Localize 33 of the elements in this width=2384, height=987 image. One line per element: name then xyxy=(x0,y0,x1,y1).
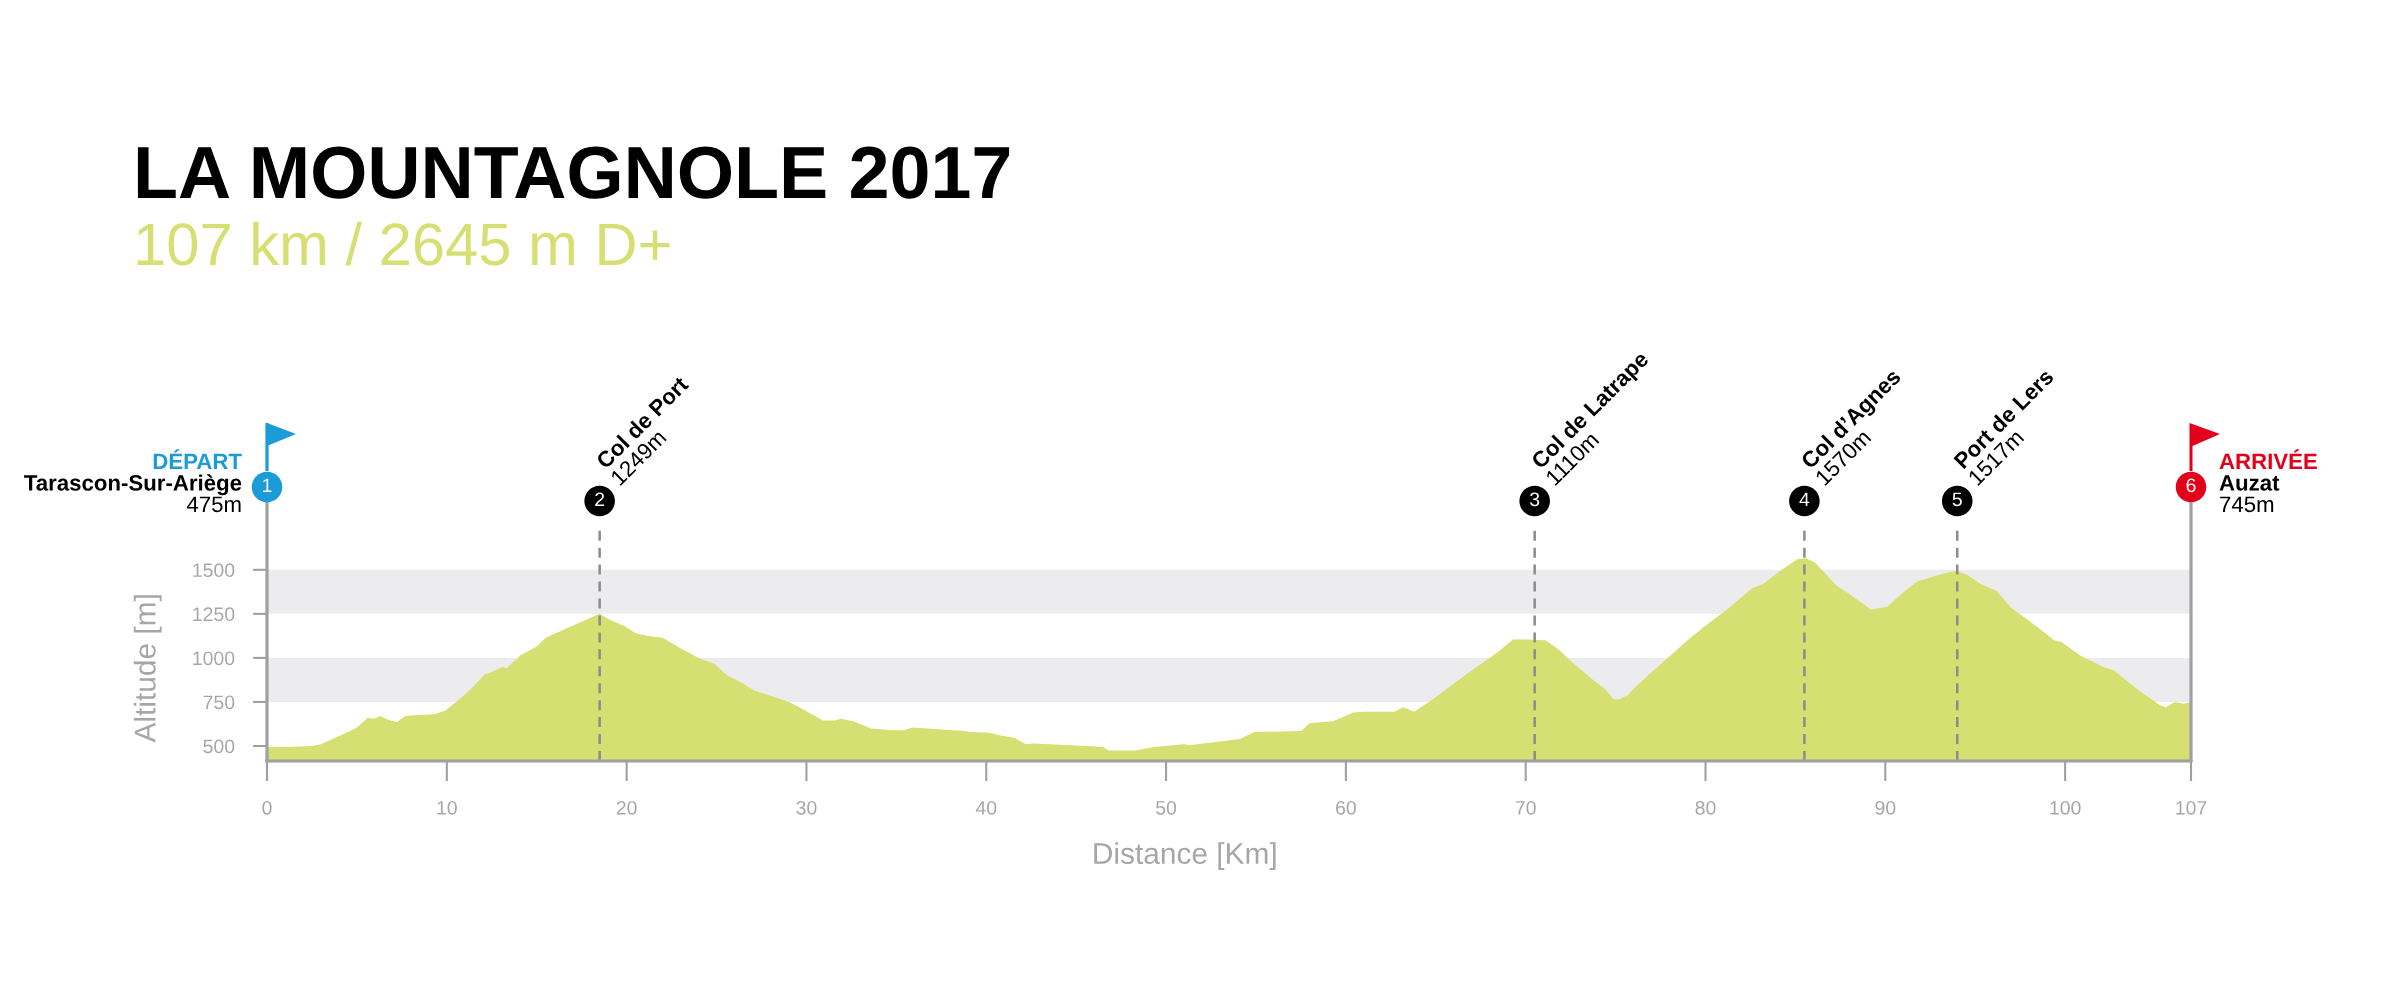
text: 475m xyxy=(186,496,241,513)
y-axis-title: Altitude [m] xyxy=(133,595,162,743)
x-tick-label: 40 xyxy=(975,800,997,815)
x-tick-label: 10 xyxy=(437,800,457,815)
ref-line-label: Tarascon-Sur-Ariège xyxy=(24,474,242,496)
x-tick-label: 50 xyxy=(1156,800,1177,815)
x-tick-label: 60 xyxy=(1336,800,1356,815)
annotation: 2 xyxy=(595,492,605,507)
x-tick-label: 90 xyxy=(1875,800,1896,815)
x-tick-label: 30 xyxy=(796,800,817,815)
y-tick-label: 1250 xyxy=(193,607,235,622)
annotation: 5 xyxy=(1952,492,1962,507)
x-tick-label: 100 xyxy=(2050,800,2081,815)
text: DÉPART xyxy=(153,449,242,469)
annotation: 1 xyxy=(263,478,272,493)
x-tick-label: 20 xyxy=(616,800,637,815)
chart-subtitle: 107 km / 2645 m D+ xyxy=(137,221,670,266)
y-tick-label: 1500 xyxy=(193,563,235,578)
x-tick-label: 0 xyxy=(262,800,272,815)
annotation: 4 xyxy=(1799,492,1810,507)
text: 745m xyxy=(2220,496,2274,513)
y-tick-label: 1000 xyxy=(193,651,235,666)
chart-title: LA MOUNTAGNOLE 2017 xyxy=(137,146,1010,199)
ref-line-label: Auzat xyxy=(2219,475,2280,491)
annotation: 6 xyxy=(2186,478,2196,493)
x-tick-label: 70 xyxy=(1515,800,1536,815)
text: ARRIVÉE xyxy=(2219,449,2317,469)
x-tick-label: 80 xyxy=(1695,800,1716,815)
x-tick-label: 107 xyxy=(2176,800,2207,815)
x-axis-title: Distance [Km] xyxy=(1094,842,1276,870)
annotation: 3 xyxy=(1530,492,1540,507)
y-tick-label: 750 xyxy=(203,695,235,710)
y-tick-label: 500 xyxy=(203,739,235,754)
